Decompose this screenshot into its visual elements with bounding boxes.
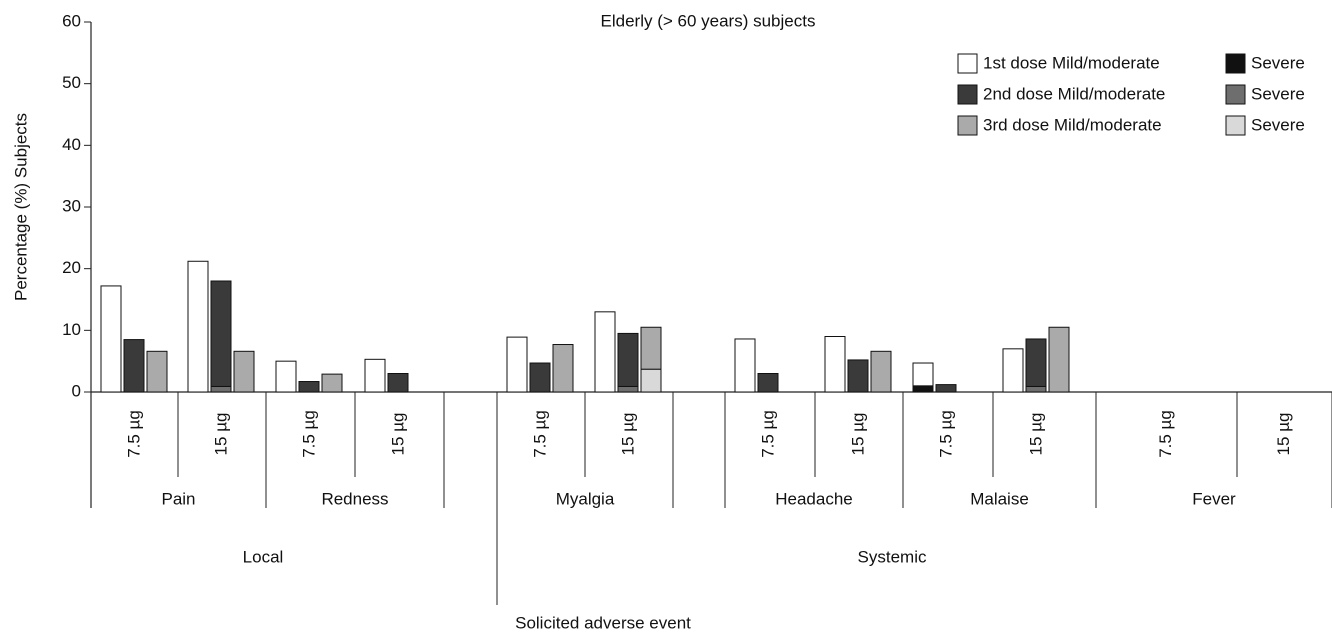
legend-label: Severe — [1251, 84, 1305, 103]
bar-segment — [506, 336, 528, 393]
bar-segment — [1025, 385, 1047, 393]
chart-title: Elderly (> 60 years) subjects — [601, 11, 816, 30]
bar-segment — [757, 373, 779, 393]
legend-label: 2nd dose Mild/moderate — [983, 84, 1165, 103]
class-label: Local — [243, 547, 284, 566]
event-label: Headache — [775, 489, 853, 508]
legend-swatch — [957, 84, 978, 105]
bar-segment — [847, 359, 869, 393]
bar-segment — [123, 339, 145, 393]
x-axis-label: Solicited adverse event — [515, 613, 691, 632]
legend-label: Severe — [1251, 53, 1305, 72]
bar-segment — [100, 285, 122, 393]
x-tick-label: 7.5 µg — [1156, 410, 1175, 458]
bar-segment — [275, 360, 297, 393]
event-label: Myalgia — [556, 489, 615, 508]
bar-segment — [1048, 326, 1070, 393]
legend-label: 3rd dose Mild/moderate — [983, 115, 1162, 134]
x-tick-label: 7.5 µg — [936, 410, 955, 458]
bar-segment — [187, 260, 209, 393]
bar-segment — [870, 350, 892, 393]
bar-segment — [233, 350, 255, 393]
x-tick-label: 7.5 µg — [758, 410, 777, 458]
bar-segment — [824, 336, 846, 393]
bar-segment — [552, 344, 574, 393]
x-tick-label: 7.5 µg — [530, 410, 549, 458]
y-tick-label: 10 — [62, 320, 81, 339]
legend-label: 1st dose Mild/moderate — [983, 53, 1160, 72]
bar-segment — [935, 384, 957, 393]
bar-segment — [364, 358, 386, 393]
bar-segment — [912, 362, 934, 387]
x-tick-label: 15 µg — [211, 413, 230, 456]
x-tick-label: 15 µg — [848, 413, 867, 456]
x-tick-label: 15 µg — [618, 413, 637, 456]
legend-label: Severe — [1251, 115, 1305, 134]
event-label: Pain — [161, 489, 195, 508]
legend-swatch — [957, 53, 978, 74]
y-tick-label: 60 — [62, 11, 81, 30]
event-label: Redness — [321, 489, 388, 508]
x-tick-label: 7.5 µg — [299, 410, 318, 458]
x-tick-label: 15 µg — [1026, 413, 1045, 456]
bar-segment — [640, 368, 662, 393]
legend-swatch — [1225, 84, 1246, 105]
bar-segment — [1002, 348, 1024, 393]
bar-segment — [210, 385, 232, 393]
bar-segment — [734, 338, 756, 393]
legend-swatch — [1225, 53, 1246, 74]
bar-segment — [912, 385, 934, 393]
bar-segment — [617, 332, 639, 387]
y-axis-label: Percentage (%) Subjects — [11, 113, 30, 301]
x-tick-label: 7.5 µg — [124, 410, 143, 458]
bar-segment — [387, 373, 409, 393]
legend-swatch — [957, 115, 978, 136]
event-label: Malaise — [970, 489, 1029, 508]
bar-segment — [210, 280, 232, 387]
bar-segment — [321, 373, 343, 393]
bar-segment — [594, 311, 616, 393]
bar-segment — [146, 350, 168, 393]
y-tick-label: 40 — [62, 135, 81, 154]
bar-segment — [640, 326, 662, 370]
x-tick-label: 15 µg — [388, 413, 407, 456]
bar-segment — [617, 385, 639, 393]
bar-segment — [529, 362, 551, 393]
y-tick-label: 30 — [62, 196, 81, 215]
y-tick-label: 50 — [62, 73, 81, 92]
event-label: Fever — [1192, 489, 1236, 508]
y-tick-label: 20 — [62, 258, 81, 277]
y-tick-label: 0 — [72, 381, 81, 400]
class-label: Systemic — [858, 547, 927, 566]
bar-segment — [298, 381, 320, 393]
bar-segment — [1025, 338, 1047, 387]
x-tick-label: 15 µg — [1274, 413, 1293, 456]
legend-swatch — [1225, 115, 1246, 136]
